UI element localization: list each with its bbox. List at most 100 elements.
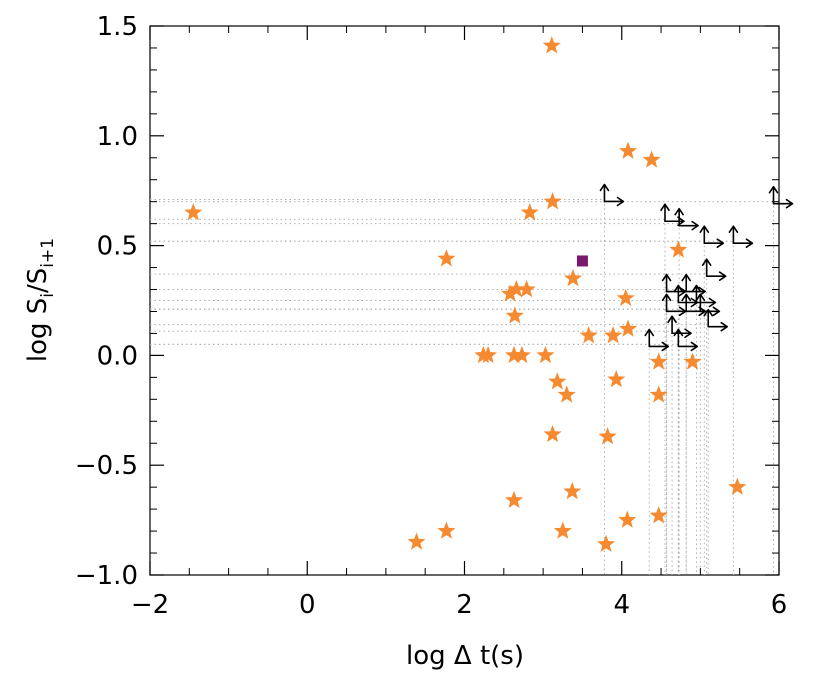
arrow-right [648, 341, 670, 352]
arrow-up [701, 258, 712, 277]
y-tick-label: 1.0 [97, 122, 138, 152]
limit-arrow [699, 225, 725, 249]
limit-arrow [660, 203, 685, 227]
x-axis-title: log Δ t(s) [406, 641, 524, 671]
arrow-up [644, 328, 655, 348]
star-point [536, 345, 555, 364]
star-point [618, 510, 637, 528]
arrow-right [603, 196, 625, 207]
star-point [649, 506, 668, 524]
limit-arrow [661, 273, 687, 297]
limit-arrow [701, 258, 727, 281]
star-point [548, 372, 567, 390]
arrow-up [768, 185, 779, 205]
star-point [598, 427, 617, 445]
arrow-right [707, 321, 729, 332]
y-axis-title-sub-i1: i+1 [38, 238, 58, 268]
x-tick-label: 0 [299, 590, 316, 620]
arrow-up [695, 293, 706, 313]
y-tick-label: 0.0 [97, 341, 138, 371]
y-axis-title-sub-i: i [38, 293, 58, 298]
star-point [542, 36, 561, 54]
star-point [512, 345, 531, 364]
star-point [649, 352, 668, 370]
arrow-right [772, 198, 794, 209]
star-point [507, 280, 526, 298]
arrow-right [677, 297, 699, 308]
star-point [596, 534, 616, 552]
star-point [649, 385, 668, 403]
arrow-right [703, 238, 725, 249]
y-tick-label: −1.0 [75, 561, 138, 591]
star-point [642, 150, 661, 168]
arrow-up [674, 207, 684, 227]
star-point [607, 370, 626, 388]
star-point [557, 385, 576, 403]
arrow-up [703, 308, 714, 328]
star-point [563, 482, 582, 500]
star-point [407, 532, 426, 550]
star-point [604, 326, 623, 344]
arrow-up [661, 273, 672, 293]
y-tick-label: 1.5 [97, 12, 138, 42]
limit-arrow [695, 293, 721, 317]
limit-arrow [673, 284, 699, 308]
limit-arrow [599, 183, 625, 207]
arrow-right [664, 216, 685, 227]
axes: −2 0 2 4 6 −1.0 −0.5 0.0 0.5 1.0 1.5 [75, 12, 787, 620]
star-point [437, 521, 456, 539]
star-point [553, 521, 572, 539]
star-point [728, 477, 747, 495]
arrow-up [681, 293, 692, 313]
limit-arrow [728, 225, 754, 249]
arrow-right [677, 341, 699, 352]
star-point [619, 141, 638, 159]
x-tick-label: 4 [613, 590, 630, 620]
star-point [517, 280, 536, 298]
arrow-up [699, 225, 710, 245]
arrow-up [673, 284, 684, 304]
star-point [184, 203, 203, 221]
star-point [543, 192, 562, 210]
star-point [669, 240, 688, 258]
y-axis-title: log Si/Si+1 [23, 238, 58, 362]
arrow-up [661, 293, 672, 313]
arrow-right [732, 238, 754, 249]
y-axis-title-slash: /S [23, 268, 53, 293]
x-tick-label: 2 [456, 590, 473, 620]
y-tick-label: −0.5 [75, 451, 138, 481]
plot-frame [149, 25, 780, 576]
star-point [520, 203, 539, 221]
star-point [505, 490, 524, 509]
star-point [501, 284, 520, 302]
star-point [616, 288, 635, 306]
star-point [543, 424, 562, 443]
arrow-up [599, 183, 610, 203]
arrow-right [705, 271, 727, 281]
star-point [579, 326, 598, 344]
x-tick-label: −2 [131, 590, 169, 620]
limit-arrow [644, 328, 670, 352]
arrow-up [681, 273, 692, 293]
limit-arrow [674, 207, 699, 231]
y-tick-label: 0.5 [97, 232, 138, 262]
star-point [505, 306, 524, 324]
limit-arrow [673, 328, 699, 352]
arrow-up [673, 328, 684, 348]
arrow-right [695, 297, 717, 308]
y-axis-title-main: log S [23, 298, 53, 362]
star-point [619, 319, 638, 337]
limit-arrow [768, 185, 794, 209]
star-point [563, 269, 583, 287]
arrow-right [665, 306, 687, 317]
star-point [479, 345, 498, 364]
arrow-up [667, 315, 677, 335]
x-tick-label: 6 [771, 590, 788, 620]
limit-arrow [661, 293, 687, 317]
square-point [576, 255, 588, 267]
arrow-up [728, 225, 739, 245]
limit-guide-lines [150, 198, 774, 575]
data-marks [184, 36, 794, 552]
star-point [683, 352, 702, 370]
